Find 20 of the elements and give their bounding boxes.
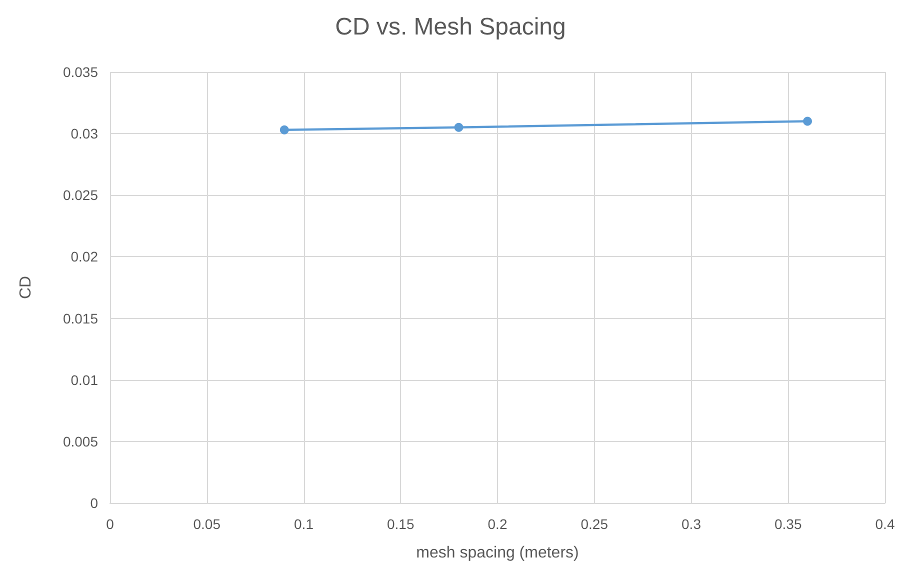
x-axis-title: mesh spacing (meters): [416, 544, 579, 562]
chart-title: CD vs. Mesh Spacing: [335, 14, 566, 40]
y-tick-label: 0.01: [70, 372, 98, 388]
y-tick-label: 0.005: [62, 433, 98, 450]
x-tick-label: 0.25: [580, 516, 608, 532]
y-tick-label: 0.02: [70, 248, 98, 265]
x-tick-label: 0.2: [488, 516, 508, 532]
x-tick-label: 0.4: [875, 516, 895, 532]
y-tick-label: 0: [90, 495, 98, 511]
x-tick-label: 0.35: [774, 516, 802, 532]
x-tick-label: 0.1: [294, 516, 314, 532]
x-tick-label: 0.05: [193, 516, 221, 532]
y-tick-label: 0.025: [62, 187, 98, 204]
y-tick-label: 0.03: [70, 126, 98, 142]
x-tick-label: 0.15: [387, 516, 414, 532]
y-tick-label: 0.035: [62, 64, 98, 80]
x-tick-label: 0.3: [682, 516, 702, 532]
y-tick-label: 0.015: [62, 310, 98, 326]
x-tick-label: 0: [106, 516, 114, 532]
y-axis-title: CD: [18, 276, 34, 300]
